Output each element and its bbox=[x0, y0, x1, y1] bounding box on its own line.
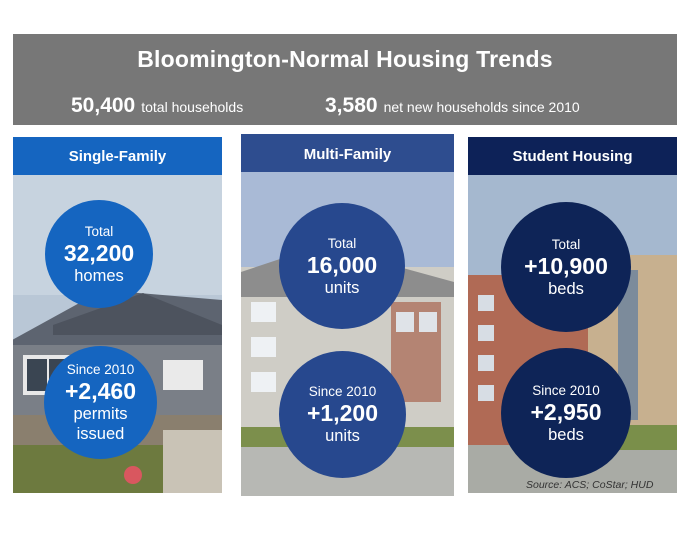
multi-family-since-unit1: units bbox=[325, 427, 360, 445]
single-family-panel: Single-Family Total 32,200 homes Since 2… bbox=[13, 137, 222, 493]
multi-family-since-pre: Since 2010 bbox=[308, 384, 377, 399]
student-housing-since-circle: Since 2010 +2,950 beds bbox=[501, 348, 631, 478]
total-households-label: total households bbox=[141, 99, 244, 115]
single-family-since-value: +2,460 bbox=[65, 378, 136, 404]
single-family-since-pre: Since 2010 bbox=[66, 362, 135, 377]
student-housing-total-unit: beds bbox=[548, 279, 584, 298]
student-housing-since-value: +2,950 bbox=[530, 398, 602, 425]
student-housing-title: Student Housing bbox=[468, 137, 677, 175]
student-housing-total-circle: Total +10,900 beds bbox=[501, 202, 631, 332]
student-housing-total-value: +10,900 bbox=[524, 252, 608, 279]
multi-family-panel: Multi-Family Total 16,000 units Since 20… bbox=[241, 134, 454, 496]
single-family-total-circle: Total 32,200 homes bbox=[45, 200, 153, 308]
header-banner: Bloomington-Normal Housing Trends 50,400… bbox=[13, 34, 677, 125]
multi-family-since-circle: Since 2010 +1,200 units bbox=[279, 351, 406, 478]
source-note: Source: ACS; CoStar; HUD bbox=[526, 479, 654, 491]
new-households-label: net new households since 2010 bbox=[383, 99, 580, 115]
multi-family-total-circle: Total 16,000 units bbox=[279, 203, 405, 329]
single-family-since-unit1: permits bbox=[73, 405, 128, 423]
total-households-stat: 50,400 total households bbox=[71, 94, 243, 118]
single-family-since-unit2: issued bbox=[76, 425, 125, 443]
student-housing-since-pre: Since 2010 bbox=[532, 382, 600, 398]
total-households-value: 50,400 bbox=[71, 94, 136, 117]
student-housing-panel: Student Housing Total +10,900 beds Since… bbox=[468, 137, 677, 493]
new-households-value: 3,580 bbox=[325, 94, 378, 117]
single-family-total-value: 32,200 bbox=[63, 239, 135, 266]
multi-family-total-unit: units bbox=[324, 278, 360, 297]
multi-family-title: Multi-Family bbox=[241, 134, 454, 172]
single-family-title: Single-Family bbox=[13, 137, 222, 175]
single-family-total-unit: homes bbox=[74, 266, 124, 285]
single-family-total-pre: Total bbox=[84, 223, 114, 239]
multi-family-since-value: +1,200 bbox=[307, 400, 378, 426]
student-housing-total-pre: Total bbox=[551, 236, 581, 252]
student-housing-since-unit1: beds bbox=[548, 425, 584, 444]
new-households-stat: 3,580 net new households since 2010 bbox=[325, 94, 580, 118]
multi-family-total-value: 16,000 bbox=[306, 251, 378, 278]
page-title: Bloomington-Normal Housing Trends bbox=[137, 46, 553, 72]
single-family-since-circle: Since 2010 +2,460 permits issued bbox=[44, 346, 157, 459]
multi-family-total-pre: Total bbox=[327, 235, 357, 251]
